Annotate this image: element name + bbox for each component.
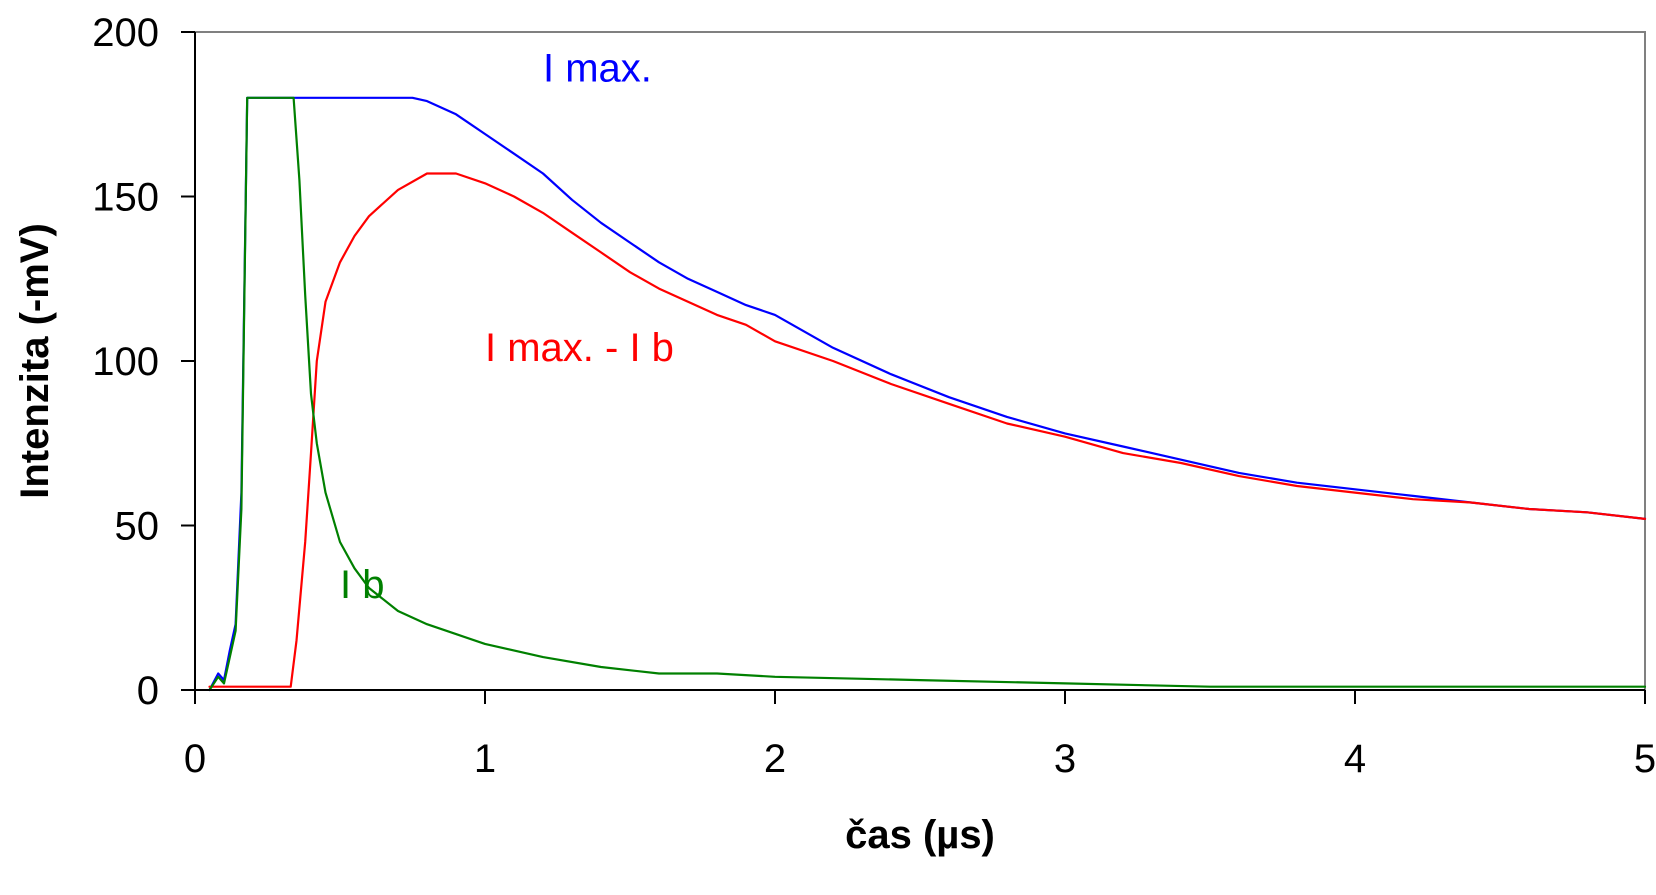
series-label-i-b: I b xyxy=(340,563,384,607)
series-label-i-max-minus-i-b: I max. - I b xyxy=(485,326,674,370)
x-tick-label: 3 xyxy=(1054,737,1076,781)
x-tick-label: 5 xyxy=(1634,737,1656,781)
x-ticks: 0 1 2 3 4 5 xyxy=(184,690,1656,781)
x-axis-title: čas (µs) xyxy=(845,813,995,857)
series-line-i-max xyxy=(208,96,1647,692)
series-label-i-max: I max. xyxy=(543,46,652,90)
y-ticks: 0 50 100 150 200 xyxy=(92,11,195,713)
annotation-layer: I max. I max. - I b I b xyxy=(340,46,674,607)
series-line-i-max-minus-i-b xyxy=(208,172,1647,688)
x-tick-label: 4 xyxy=(1344,737,1366,781)
series-line-i-b xyxy=(208,96,1647,692)
y-tick-label: 0 xyxy=(137,669,159,713)
y-tick-label: 50 xyxy=(115,505,160,549)
y-axis-title: Intenzita (-mV) xyxy=(13,223,57,499)
y-tick-label: 200 xyxy=(92,11,159,55)
plot-frame xyxy=(194,31,1646,691)
series-layer xyxy=(208,96,1647,692)
x-tick-label: 2 xyxy=(764,737,786,781)
y-tick-label: 150 xyxy=(92,176,159,220)
x-tick-label: 1 xyxy=(474,737,496,781)
x-tick-label: 0 xyxy=(184,737,206,781)
y-tick-label: 100 xyxy=(92,340,159,384)
